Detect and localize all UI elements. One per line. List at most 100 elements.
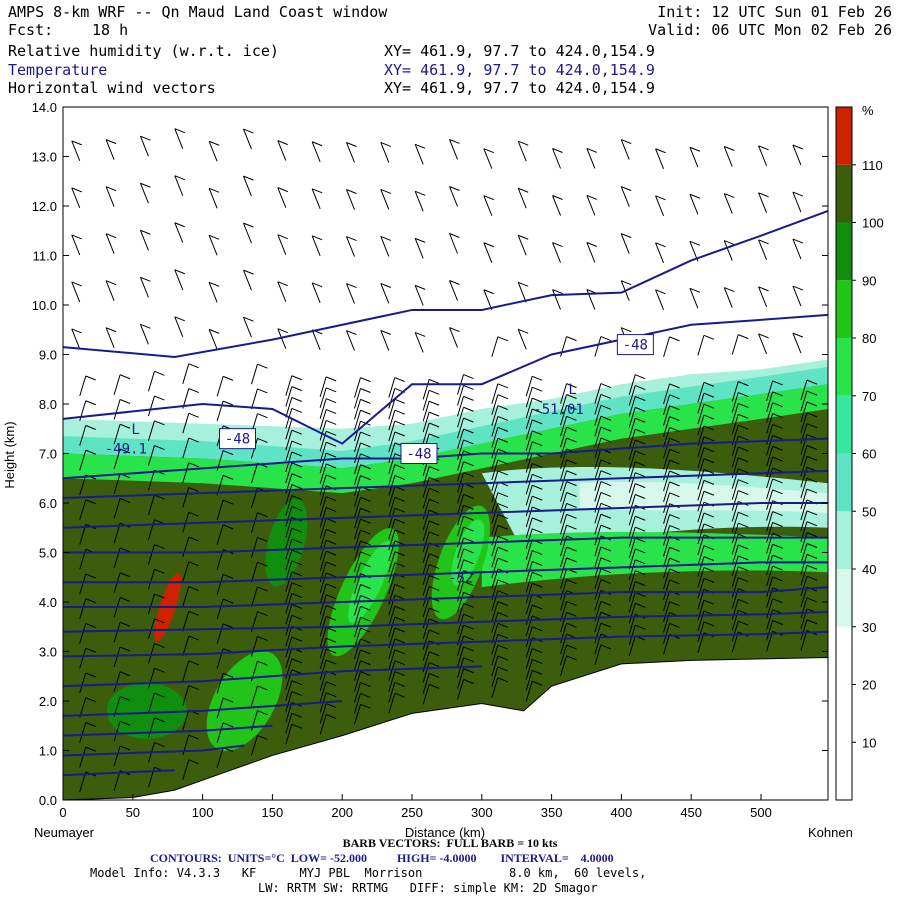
wind-barb: [182, 363, 199, 384]
wind-barb-flag: [154, 568, 165, 574]
wind-barb-shaft: [655, 195, 665, 216]
wind-barb-flag: [806, 510, 818, 516]
wind-barb: [182, 759, 199, 780]
wind-barb-shaft: [422, 509, 430, 531]
wind-barb-flag: [600, 502, 612, 508]
wind-barb: [182, 561, 199, 582]
wind-barb-flag: [635, 374, 646, 380]
wind-barb: [216, 499, 234, 521]
wind-barb: [457, 559, 474, 580]
wind-barb-shaft: [525, 659, 533, 680]
wind-barb-flag: [806, 543, 818, 548]
wind-barb-flag: [483, 148, 495, 154]
wind-barb-shaft: [731, 381, 739, 402]
wind-barb: [285, 723, 302, 745]
wind-barb: [697, 414, 715, 436]
wind-barb-shaft: [285, 636, 293, 658]
wind-barb: [449, 186, 460, 207]
wind-barb: [208, 234, 220, 256]
wind-barb-flag: [428, 662, 440, 668]
wind-barb-flag: [85, 400, 96, 406]
wind-barb-shaft: [147, 494, 155, 516]
wind-barb: [346, 236, 357, 257]
wind-barb-shaft: [697, 436, 705, 457]
wind-barb-shaft: [105, 139, 115, 160]
wind-barb: [560, 394, 577, 415]
wind-barb-flag: [428, 531, 440, 537]
wind-barb: [723, 193, 735, 214]
wind-barb: [697, 577, 715, 599]
wind-barb-flag: [566, 404, 577, 410]
wind-barb-shaft: [113, 473, 121, 494]
wind-barb-shaft: [491, 438, 499, 459]
wind-barb-shaft: [277, 234, 287, 255]
colorbar-swatch: [836, 684, 852, 743]
wind-barb-flag: [360, 431, 371, 437]
wind-barb: [731, 446, 749, 468]
wind-barb-shaft: [71, 281, 81, 303]
wind-barb-shaft: [731, 555, 739, 577]
wind-barb-shaft: [319, 529, 327, 550]
wind-barb-shaft: [800, 467, 808, 488]
wind-barb: [723, 240, 735, 261]
wind-barb: [319, 409, 337, 430]
wind-barb-flag: [414, 331, 426, 337]
wind-barb: [483, 289, 495, 310]
wind-barb-shaft: [594, 612, 602, 633]
wind-barb: [731, 334, 749, 355]
wind-barb-flag: [325, 714, 337, 719]
wind-barb-shaft: [285, 549, 293, 571]
wind-barb: [174, 222, 185, 243]
wind-barb-flag: [792, 285, 804, 291]
wind-barb: [697, 447, 715, 468]
wind-barb-flag: [394, 420, 406, 426]
wind-barb-flag: [772, 576, 783, 582]
wind-barb-flag: [497, 492, 509, 498]
y-tick-label: 11.0: [33, 249, 57, 264]
wind-barb-flag: [497, 437, 509, 443]
wind-barb: [147, 395, 165, 417]
wind-barb-shaft: [663, 579, 671, 601]
wind-barb-flag: [497, 535, 509, 541]
wind-barb: [457, 493, 474, 515]
wind-barb-flag: [600, 568, 612, 574]
model-info-line2: LW: RRTM SW: RRTMG DIFF: simple KM: 2D S…: [258, 881, 598, 895]
wind-barb: [182, 511, 199, 533]
wind-barb-flag: [669, 579, 680, 585]
wind-barb-flag: [360, 496, 371, 502]
wind-barb-shaft: [491, 666, 499, 688]
wind-barb-flag: [532, 430, 543, 436]
wind-barb: [560, 426, 577, 448]
wind-barb: [766, 543, 783, 565]
wind-barb-shaft: [105, 280, 115, 301]
wind-barb-shaft: [655, 289, 665, 311]
wind-barb-shaft: [319, 376, 327, 398]
wind-barb-shaft: [731, 414, 739, 435]
wind-barb: [800, 455, 818, 477]
wind-barb: [182, 437, 199, 459]
y-tick-label: 12.0: [32, 199, 57, 214]
wind-barb-flag: [325, 474, 337, 480]
wind-barb: [457, 602, 474, 624]
wind-barb-shaft: [731, 334, 739, 355]
wind-barb: [388, 377, 406, 398]
wind-barb: [758, 286, 769, 308]
y-tick-label: 9.0: [39, 348, 57, 363]
wind-barb-flag: [394, 671, 406, 677]
wind-barb-shaft: [182, 759, 190, 780]
wind-barb-flag: [449, 138, 460, 144]
wind-barb-shaft: [560, 383, 568, 404]
contour-label: -52: [448, 570, 473, 586]
wind-barb: [147, 717, 165, 738]
wind-barb-flag: [119, 423, 131, 429]
wind-barb: [319, 703, 337, 724]
wind-barb: [628, 515, 646, 537]
wind-barb-shaft: [174, 222, 184, 243]
wind-barb: [697, 567, 715, 588]
x-tick-label: 400: [611, 805, 633, 820]
wind-barb-shaft: [800, 510, 808, 531]
wind-barb: [628, 406, 646, 428]
wind-barb-flag: [532, 484, 543, 490]
wind-barb-flag: [394, 638, 406, 644]
wind-barb-shaft: [319, 452, 327, 474]
